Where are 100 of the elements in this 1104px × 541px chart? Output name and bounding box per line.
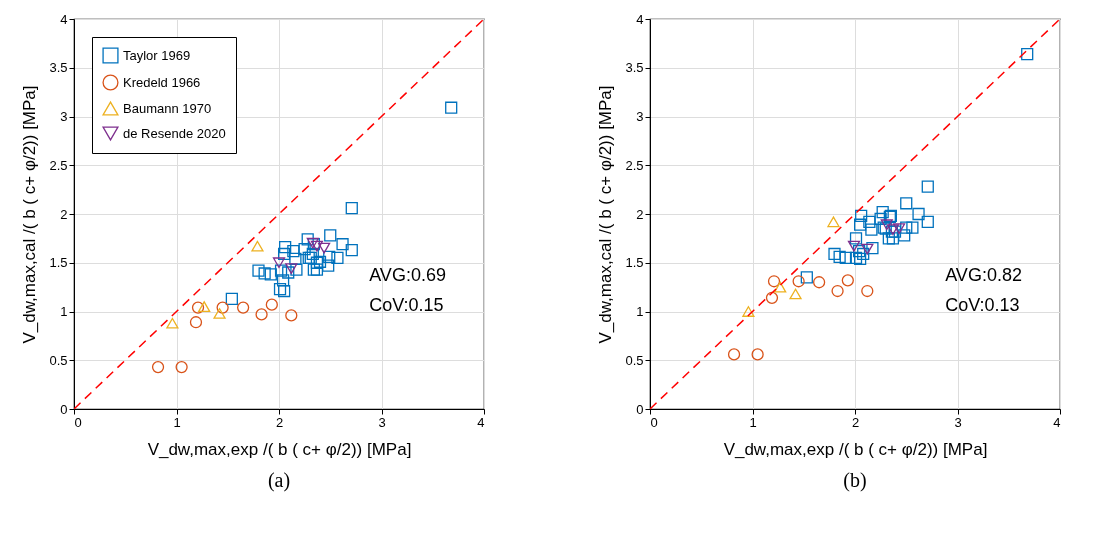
x-tick-label: 3 — [378, 414, 386, 430]
y-tick-label: 2 — [636, 206, 644, 222]
annotation: CoV:0.15 — [369, 295, 444, 316]
legend-label: Kredeld 1966 — [123, 74, 201, 90]
point — [317, 242, 331, 254]
point — [828, 247, 841, 261]
x-axis-title: V_dw,max,exp /( b ( c+ φ/2)) [MPa] — [147, 439, 412, 459]
point — [839, 251, 852, 264]
point — [276, 274, 290, 287]
x-tick-label: 4 — [1053, 414, 1061, 430]
y-tick-label: 3 — [636, 109, 644, 124]
point — [301, 233, 314, 246]
point — [886, 232, 900, 245]
x-tick-label: 1 — [173, 414, 181, 430]
y-tick-label: 0 — [636, 401, 644, 417]
point — [921, 215, 934, 228]
point — [189, 316, 203, 329]
point — [854, 218, 867, 231]
point — [216, 301, 229, 314]
y-tick-label: 4 — [60, 11, 68, 27]
point — [855, 209, 868, 223]
point — [285, 309, 298, 322]
point — [213, 308, 226, 319]
point — [279, 241, 292, 254]
y-tick-label: 3 — [60, 109, 68, 124]
point — [789, 288, 802, 300]
point — [198, 301, 211, 313]
point — [900, 197, 913, 210]
x-tick-label: 2 — [275, 414, 284, 430]
y-tick-label: 0 — [60, 401, 68, 417]
point — [272, 257, 286, 269]
x-tick-label: 2 — [851, 414, 860, 430]
point — [921, 180, 934, 193]
y-tick-label: 1.5 — [625, 255, 644, 271]
point — [336, 238, 349, 251]
text: (a) — [267, 469, 291, 492]
point — [278, 247, 291, 261]
point — [175, 360, 188, 374]
point — [912, 207, 925, 221]
point — [258, 267, 271, 280]
point — [852, 244, 866, 258]
legend-label: de Resende 2020 — [123, 125, 226, 141]
point — [841, 274, 854, 287]
point — [265, 298, 278, 311]
point — [445, 101, 458, 114]
text: (b) — [843, 469, 867, 492]
point — [831, 284, 844, 298]
annotation: CoV:0.13 — [945, 295, 1020, 316]
point — [285, 263, 298, 274]
point — [742, 306, 755, 317]
y-tick-label: 2.5 — [49, 157, 68, 173]
point — [252, 264, 265, 277]
point — [274, 264, 288, 277]
point — [166, 317, 179, 329]
point — [1021, 47, 1034, 61]
point — [874, 212, 887, 225]
x-tick-label: 0 — [74, 414, 82, 430]
x-axis-title: V_dw,max,exp /( b ( c+ φ/2)) [MPa] — [723, 439, 988, 459]
point — [906, 221, 919, 234]
point — [774, 281, 787, 293]
x-tick-label: 4 — [477, 414, 485, 430]
annotation: AVG:0.82 — [945, 265, 1022, 286]
point — [863, 215, 876, 228]
point — [751, 348, 764, 361]
point — [331, 251, 344, 264]
point — [792, 275, 805, 288]
point — [800, 271, 813, 284]
point — [307, 263, 320, 276]
x-tick-label: 3 — [954, 414, 962, 430]
y-tick-label: 3.5 — [625, 60, 644, 76]
y-tick-label: 0.5 — [49, 352, 68, 368]
point — [898, 229, 911, 242]
point — [324, 229, 337, 242]
point — [323, 250, 336, 264]
y-tick-label: 4 — [636, 11, 644, 27]
legend-label: Baumann 1970 — [123, 100, 212, 116]
y-axis-title: V_dw,max,cal /( b ( c+ φ/2)) [MPa] — [20, 85, 40, 344]
y-tick-label: 3.5 — [49, 60, 68, 76]
point — [727, 348, 741, 361]
point — [345, 243, 358, 257]
y-tick-label: 1.5 — [49, 255, 68, 271]
annotation: AVG:0.69 — [369, 265, 446, 286]
point — [306, 247, 319, 261]
point — [225, 292, 238, 305]
point — [322, 259, 335, 272]
y-tick-label: 1 — [60, 304, 68, 319]
point — [813, 276, 826, 289]
x-tick-label: 1 — [749, 414, 757, 430]
point — [892, 223, 906, 235]
point — [865, 223, 878, 236]
point — [849, 232, 863, 245]
point — [290, 263, 303, 276]
point — [287, 244, 300, 258]
point — [273, 282, 287, 296]
point — [310, 240, 324, 252]
point — [251, 240, 264, 252]
point — [882, 232, 895, 245]
point — [857, 247, 870, 261]
point — [298, 242, 311, 256]
point — [345, 202, 358, 215]
